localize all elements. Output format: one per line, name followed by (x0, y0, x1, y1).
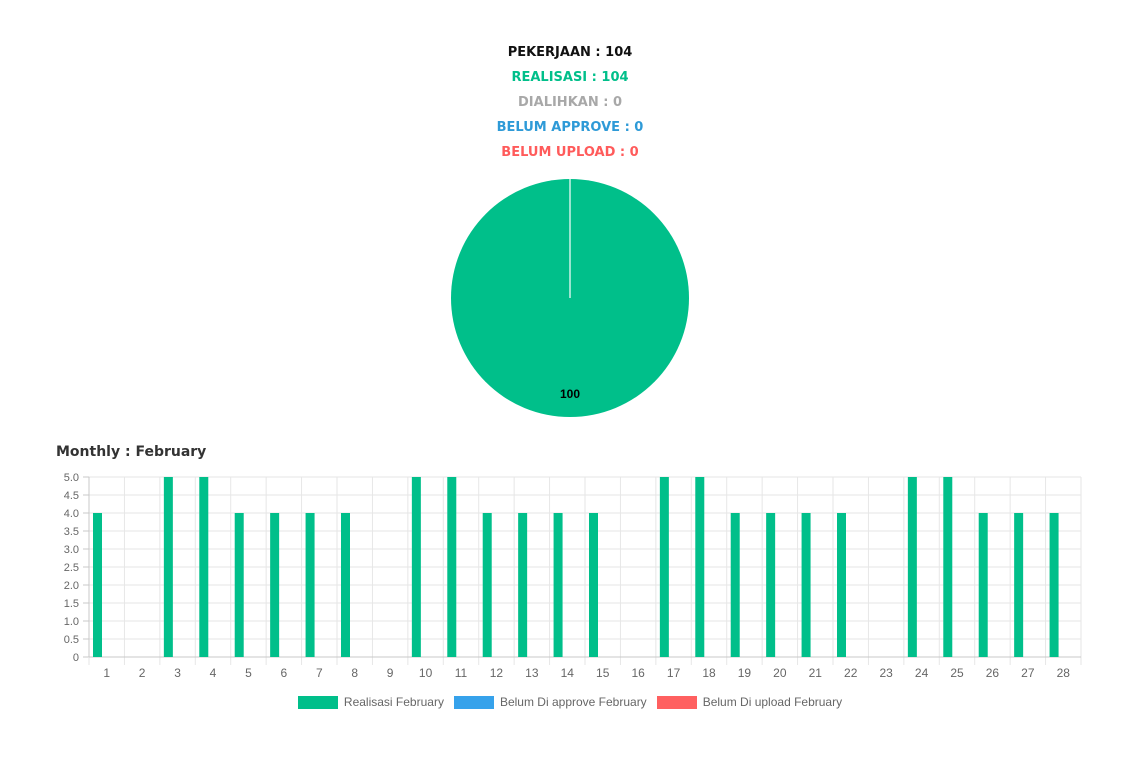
bar-realisasi-february-26[interactable] (978, 513, 988, 657)
y-tick-label: 1.5 (64, 598, 79, 610)
y-tick-label: 0.5 (64, 634, 79, 646)
x-tick-label: 10 (419, 666, 433, 680)
bar-realisasi-february-28[interactable] (1049, 513, 1059, 657)
x-tick-label: 27 (1021, 666, 1035, 680)
legend-label: Realisasi February (343, 695, 444, 709)
x-tick-label: 23 (879, 666, 893, 680)
belum-approve-count: BELUM APPROVE : 0 (496, 120, 644, 135)
bar-realisasi-february-10[interactable] (411, 477, 421, 657)
y-tick-label: 5.0 (64, 472, 79, 484)
bar-realisasi-february-1[interactable] (93, 513, 102, 657)
legend-label: Belum Di upload February (702, 695, 843, 709)
x-tick-label: 5 (245, 666, 252, 680)
x-tick-label: 21 (809, 666, 823, 680)
bar-realisasi-february-18[interactable] (695, 477, 705, 657)
x-tick-label: 19 (738, 666, 752, 680)
bar-realisasi-february-12[interactable] (482, 513, 492, 657)
summary-panel: PEKERJAAN : 104 REALISASI : 104 DIALIHKA… (0, 43, 1140, 168)
legend-swatch (656, 695, 697, 709)
bar-realisasi-february-3[interactable] (163, 477, 173, 657)
monthly-chart-title: Monthly : February (56, 444, 207, 460)
x-tick-label: 12 (490, 666, 504, 680)
bar-realisasi-february-8[interactable] (341, 513, 350, 657)
bar-realisasi-february-17[interactable] (659, 477, 669, 657)
bar-realisasi-february-4[interactable] (199, 477, 209, 657)
legend-label: Belum Di approve February (499, 695, 647, 709)
bar-realisasi-february-25[interactable] (943, 477, 953, 657)
x-tick-label: 2 (139, 666, 146, 680)
y-tick-label: 2.0 (64, 580, 79, 592)
pekerjaan-count: PEKERJAAN : 104 (507, 45, 633, 60)
legend-swatch (453, 695, 494, 709)
bar-realisasi-february-7[interactable] (305, 513, 315, 657)
x-tick-label: 25 (950, 666, 964, 680)
y-tick-label: 4.0 (64, 508, 79, 520)
legend-item-2[interactable]: Belum Di upload February (656, 695, 843, 709)
x-tick-label: 4 (210, 666, 217, 680)
y-tick-label: 0 (73, 652, 79, 664)
legend-swatch (297, 695, 338, 709)
x-tick-label: 24 (915, 666, 929, 680)
bar-realisasi-february-11[interactable] (447, 477, 457, 657)
y-tick-label: 4.5 (64, 490, 79, 502)
x-tick-label: 26 (986, 666, 1000, 680)
x-tick-label: 22 (844, 666, 858, 680)
bar-realisasi-february-19[interactable] (730, 513, 740, 657)
x-tick-label: 15 (596, 666, 610, 680)
x-tick-label: 16 (631, 666, 645, 680)
y-tick-label: 3.0 (64, 544, 79, 556)
x-tick-label: 8 (351, 666, 358, 680)
y-tick-label: 2.5 (64, 562, 79, 574)
x-tick-label: 28 (1057, 666, 1071, 680)
x-tick-label: 18 (702, 666, 716, 680)
belum-upload-count: BELUM UPLOAD : 0 (501, 145, 639, 160)
bar-realisasi-february-15[interactable] (589, 513, 598, 657)
bar-realisasi-february-24[interactable] (907, 477, 917, 657)
x-tick-label: 13 (525, 666, 539, 680)
legend-item-0[interactable]: Realisasi February (297, 695, 444, 709)
y-tick-label: 3.5 (64, 526, 79, 538)
pie-data-label: 100 (560, 387, 580, 401)
x-tick-label: 1 (103, 666, 110, 680)
monthly-bar-chart: 00.51.01.52.02.53.03.54.04.55.01 2 3 4 5 6 7 8 9… (64, 472, 1082, 680)
bar-realisasi-february-6[interactable] (270, 513, 280, 657)
bar-realisasi-february-5[interactable] (234, 513, 244, 657)
dialihkan-count: DIALIHKAN : 0 (518, 95, 622, 110)
bar-realisasi-february-14[interactable] (553, 513, 563, 657)
bar-realisasi-february-21[interactable] (801, 513, 811, 657)
chart-legend: Realisasi February Belum Di approve Febru… (0, 695, 1140, 709)
legend-item-1[interactable]: Belum Di approve February (453, 695, 647, 709)
x-tick-label: 9 (387, 666, 394, 680)
bar-realisasi-february-13[interactable] (518, 513, 528, 657)
x-tick-label: 11 (455, 666, 468, 680)
x-tick-label: 20 (773, 666, 787, 680)
x-tick-label: 14 (561, 666, 575, 680)
bar-realisasi-february-27[interactable] (1014, 513, 1024, 657)
x-tick-label: 17 (667, 666, 681, 680)
bar-realisasi-february-20[interactable] (766, 513, 776, 657)
x-tick-label: 7 (316, 666, 323, 680)
x-tick-label: 6 (281, 666, 288, 680)
pie-chart: 100 (451, 179, 689, 417)
bar-realisasi-february-22[interactable] (837, 513, 846, 657)
realisasi-count: REALISASI : 104 (511, 70, 629, 85)
y-tick-label: 1.0 (64, 616, 79, 628)
x-tick-label: 3 (174, 666, 181, 680)
